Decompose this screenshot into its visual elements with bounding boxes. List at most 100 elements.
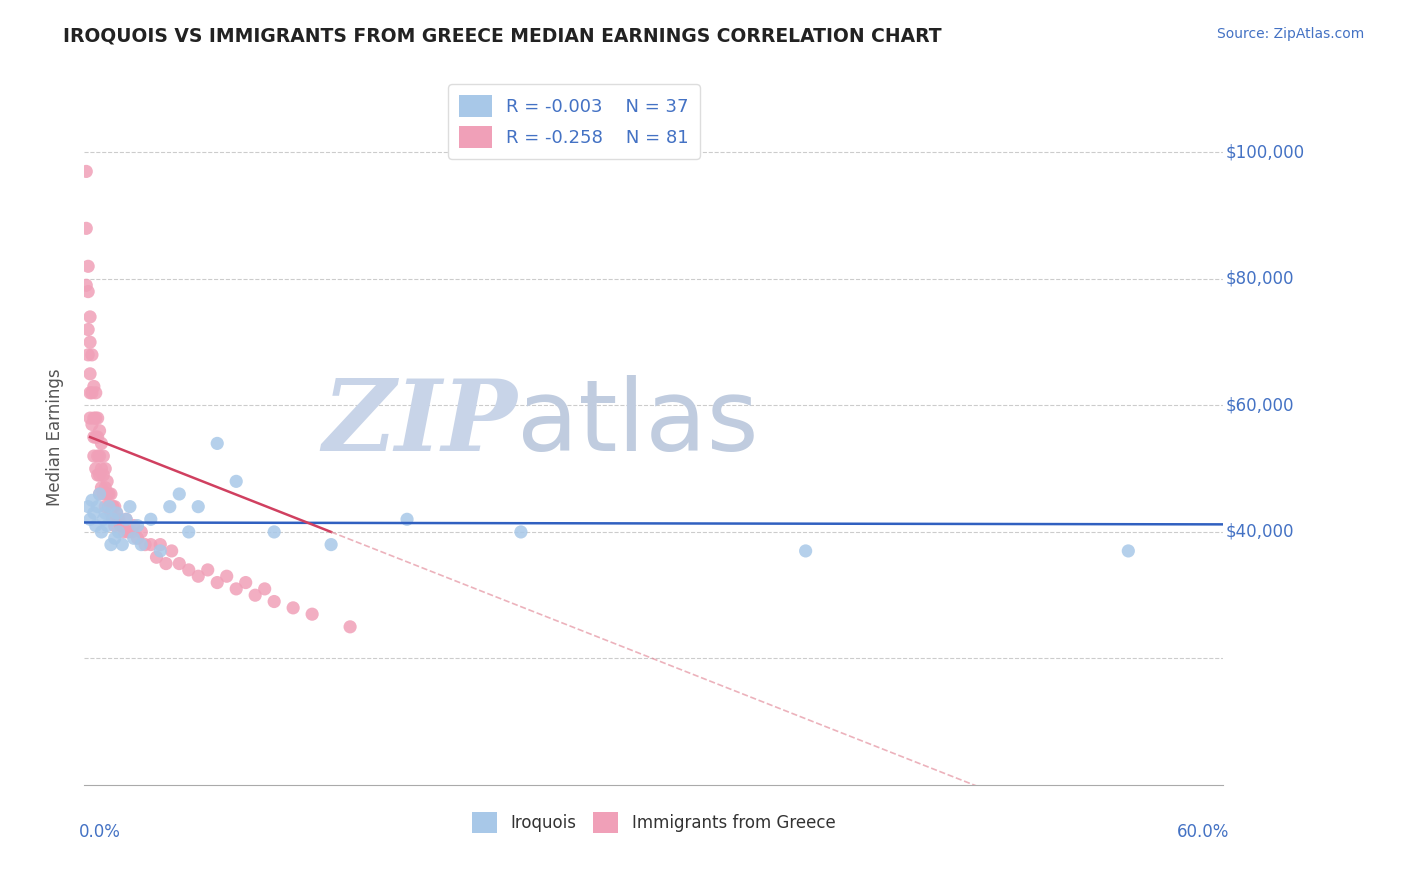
Point [84, 411, 107, 425]
Point [89, 424, 111, 438]
Point [107, 524, 129, 539]
Point [104, 531, 127, 545]
Point [83, 506, 105, 520]
Point [79, 310, 101, 324]
Point [115, 512, 138, 526]
Point [89, 487, 111, 501]
Point [245, 588, 267, 602]
Point [159, 500, 181, 514]
Point [117, 524, 139, 539]
Point [77, 260, 100, 274]
Point [104, 518, 127, 533]
Point [104, 500, 127, 514]
Point [187, 569, 209, 583]
Point [160, 544, 183, 558]
Point [131, 538, 153, 552]
Point [86, 468, 108, 483]
Point [89, 449, 111, 463]
Point [321, 538, 343, 552]
Point [89, 487, 111, 501]
Text: $100,000: $100,000 [1226, 144, 1305, 161]
Point [1118, 544, 1140, 558]
Point [339, 620, 361, 634]
Point [105, 506, 128, 520]
Point [177, 524, 200, 539]
Point [177, 563, 200, 577]
Point [98, 487, 121, 501]
Point [121, 524, 143, 539]
Point [105, 506, 128, 520]
Point [94, 506, 117, 520]
Point [79, 385, 101, 400]
Point [127, 518, 149, 533]
Point [86, 411, 108, 425]
Point [263, 524, 285, 539]
Text: ZIP: ZIP [322, 375, 517, 471]
Point [122, 518, 145, 533]
Point [90, 436, 112, 450]
Point [127, 531, 149, 545]
Point [93, 487, 115, 501]
Point [77, 322, 100, 336]
Point [77, 348, 100, 362]
Point [79, 512, 101, 526]
Point [225, 582, 247, 596]
Point [93, 512, 115, 526]
Point [100, 538, 122, 552]
Point [149, 538, 172, 552]
Point [86, 500, 108, 514]
Point [75, 221, 97, 235]
Point [94, 461, 117, 475]
Point [83, 430, 105, 444]
Point [131, 524, 153, 539]
Point [145, 550, 167, 565]
Point [83, 379, 105, 393]
Point [84, 461, 107, 475]
Point [96, 518, 118, 533]
Point [301, 607, 323, 622]
Text: atlas: atlas [517, 375, 759, 472]
Point [83, 411, 105, 425]
Point [98, 500, 121, 514]
Point [80, 493, 103, 508]
Text: $80,000: $80,000 [1226, 270, 1294, 288]
Text: Source: ZipAtlas.com: Source: ZipAtlas.com [1216, 27, 1364, 41]
Point [115, 512, 138, 526]
Point [139, 512, 162, 526]
Point [98, 500, 121, 514]
Point [510, 524, 533, 539]
Point [169, 487, 191, 501]
Point [100, 506, 122, 520]
Point [215, 569, 238, 583]
Point [122, 531, 145, 545]
Point [84, 385, 107, 400]
Point [794, 544, 817, 558]
Point [90, 461, 112, 475]
Point [93, 449, 115, 463]
Point [89, 468, 111, 483]
Point [86, 449, 108, 463]
Point [94, 481, 117, 495]
Point [79, 367, 101, 381]
Point [207, 575, 229, 590]
Point [101, 512, 124, 526]
Point [111, 538, 134, 552]
Legend: Iroquois, Immigrants from Greece: Iroquois, Immigrants from Greece [465, 805, 842, 839]
Point [79, 411, 101, 425]
Point [94, 500, 117, 514]
Point [80, 348, 103, 362]
Text: 0.0%: 0.0% [79, 823, 121, 841]
Point [101, 512, 124, 526]
Point [283, 600, 305, 615]
Point [83, 449, 105, 463]
Point [84, 430, 107, 444]
Point [187, 500, 209, 514]
Point [253, 582, 276, 596]
Point [235, 575, 257, 590]
Point [100, 487, 122, 501]
Point [263, 594, 285, 608]
Point [75, 278, 97, 293]
Point [107, 512, 129, 526]
Point [90, 481, 112, 495]
Point [93, 468, 115, 483]
